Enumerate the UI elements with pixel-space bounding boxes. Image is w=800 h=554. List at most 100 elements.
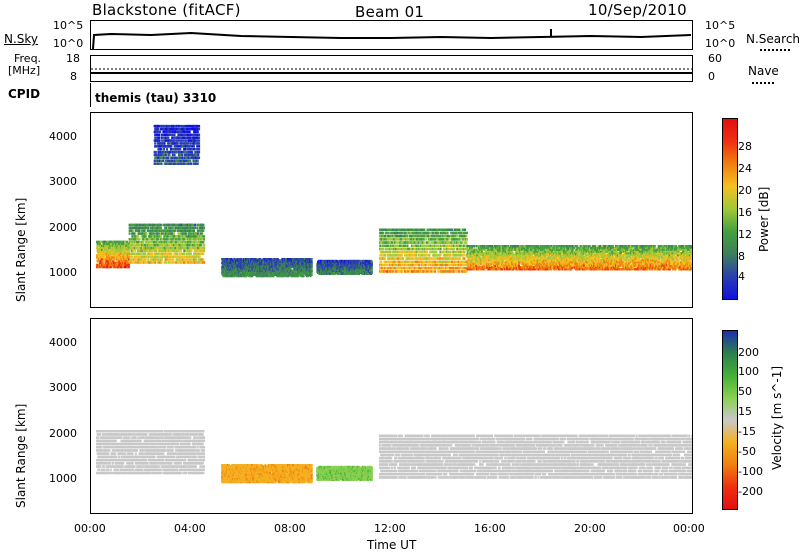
echo-cell — [178, 243, 181, 247]
echo-cell — [397, 244, 400, 247]
echo-cell — [188, 133, 190, 136]
echo-cell — [122, 263, 125, 267]
echo-cell — [159, 124, 162, 128]
echo-cell — [139, 223, 142, 227]
echo-cell — [153, 223, 156, 227]
echo-cell — [163, 252, 166, 255]
echo-cell — [134, 249, 137, 253]
echo-cell — [364, 259, 366, 263]
echo-cell — [380, 270, 383, 273]
echo-cell — [106, 240, 109, 244]
echo-cell — [104, 254, 107, 257]
echo-cell — [258, 267, 261, 270]
echo-cell — [288, 270, 291, 274]
echo-cell — [156, 159, 159, 162]
echo-cell — [131, 232, 134, 235]
echo-cell — [99, 254, 102, 257]
echo-cell — [184, 130, 187, 134]
echo-cell — [162, 252, 165, 255]
radar-title: Blackstone (fitACF) — [92, 1, 241, 19]
echo-cell — [136, 241, 139, 244]
echo-cell — [265, 269, 267, 272]
echo-cell — [265, 265, 268, 269]
echo-cell — [110, 244, 113, 247]
echo-cell — [169, 249, 172, 253]
echo-cell — [98, 263, 101, 267]
echo-cell — [422, 241, 425, 244]
echo-cell — [419, 241, 421, 244]
echo-cell — [177, 241, 180, 244]
echo-cell — [129, 258, 132, 261]
echo-cell — [121, 250, 124, 253]
echo-cell — [154, 235, 157, 238]
echo-cell — [187, 249, 190, 253]
echo-cell — [293, 263, 296, 266]
echo-cell — [191, 238, 194, 241]
echo-cell — [174, 148, 177, 151]
echo-cell — [136, 243, 139, 247]
echo-cell — [156, 229, 159, 232]
echo-cell — [191, 241, 194, 244]
echo-cell — [284, 264, 287, 267]
echo-cell — [387, 244, 390, 247]
echo-cell — [201, 232, 204, 235]
echo-cell — [198, 139, 201, 142]
echo-cell — [175, 241, 178, 244]
echo-cell — [283, 267, 286, 270]
echo-cell — [149, 249, 152, 253]
freq-left-tick-top: 18 — [66, 52, 80, 65]
echo-cell — [196, 226, 199, 230]
echo-cell — [414, 270, 416, 273]
echo-cell — [159, 252, 162, 255]
echo-cell — [181, 243, 184, 247]
echo-cell — [293, 273, 296, 276]
echo-cell — [154, 162, 157, 165]
echo-cell — [402, 250, 405, 254]
echo-cell — [310, 264, 313, 267]
echo-cell — [234, 273, 237, 276]
echo-cell — [155, 133, 158, 136]
echo-cell — [127, 263, 130, 267]
echo-cell — [159, 156, 162, 160]
echo-cell — [270, 270, 273, 274]
echo-cell — [379, 270, 381, 273]
echo-cell — [275, 260, 278, 264]
echo-cell — [124, 244, 127, 247]
echo-cell — [294, 258, 297, 261]
echo-cell — [394, 241, 396, 244]
echo-cell — [172, 255, 175, 258]
echo-cell — [288, 267, 291, 270]
echo-cell — [240, 263, 242, 266]
echo-cell — [400, 257, 403, 260]
echo-cell — [201, 241, 204, 244]
echo-cell — [119, 240, 122, 244]
echo-cell — [176, 145, 179, 148]
echo-cell — [236, 274, 239, 278]
echo-cell — [399, 244, 402, 247]
echo-cell — [257, 264, 260, 267]
echo-cell — [283, 265, 286, 269]
echo-cell — [276, 274, 279, 278]
echo-cell — [287, 265, 289, 269]
echo-cell — [116, 244, 119, 247]
echo-cell — [137, 235, 140, 238]
echo-cell — [155, 252, 158, 255]
echo-cell — [264, 263, 267, 266]
echo-cell — [114, 256, 117, 259]
echo-cell — [398, 247, 401, 251]
echo-cell — [233, 258, 236, 261]
echo-cell — [102, 259, 105, 263]
echo-cell — [223, 270, 226, 274]
echo-cell — [171, 136, 174, 139]
echo-cell — [194, 148, 197, 151]
echo-cell — [158, 130, 160, 134]
echo-cell — [389, 238, 392, 241]
echo-cell — [289, 259, 292, 262]
echo-cell — [396, 231, 399, 235]
echo-cell — [150, 243, 153, 247]
echo-cell — [155, 145, 158, 148]
echo-cell — [417, 250, 420, 254]
echo-cell — [178, 235, 181, 238]
echo-cell — [379, 250, 382, 254]
echo-cell — [189, 159, 192, 162]
